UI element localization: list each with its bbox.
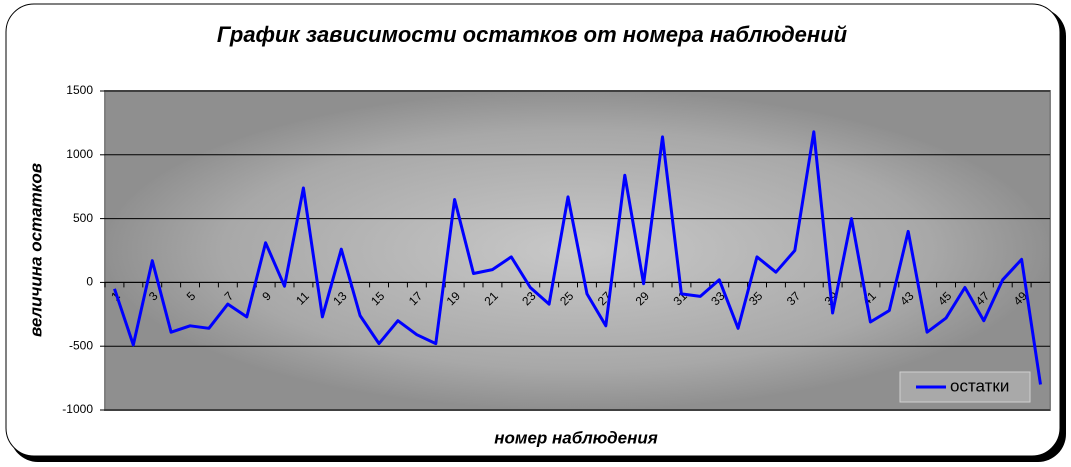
y-tick-label: -1000 bbox=[62, 402, 93, 416]
x-axis-title: номер наблюдения bbox=[494, 428, 658, 447]
legend-label: остатки bbox=[950, 376, 1009, 395]
y-tick-label: 0 bbox=[86, 275, 93, 289]
chart-title: График зависимости остатков от номера на… bbox=[217, 22, 848, 47]
y-tick-label: 1500 bbox=[66, 83, 93, 97]
y-tick-label: -500 bbox=[69, 338, 93, 352]
y-tick-label: 500 bbox=[73, 211, 93, 225]
series-line bbox=[113, 130, 1042, 385]
y-tick-label: 1000 bbox=[66, 147, 93, 161]
y-axis-title: величина остатков bbox=[26, 163, 45, 337]
